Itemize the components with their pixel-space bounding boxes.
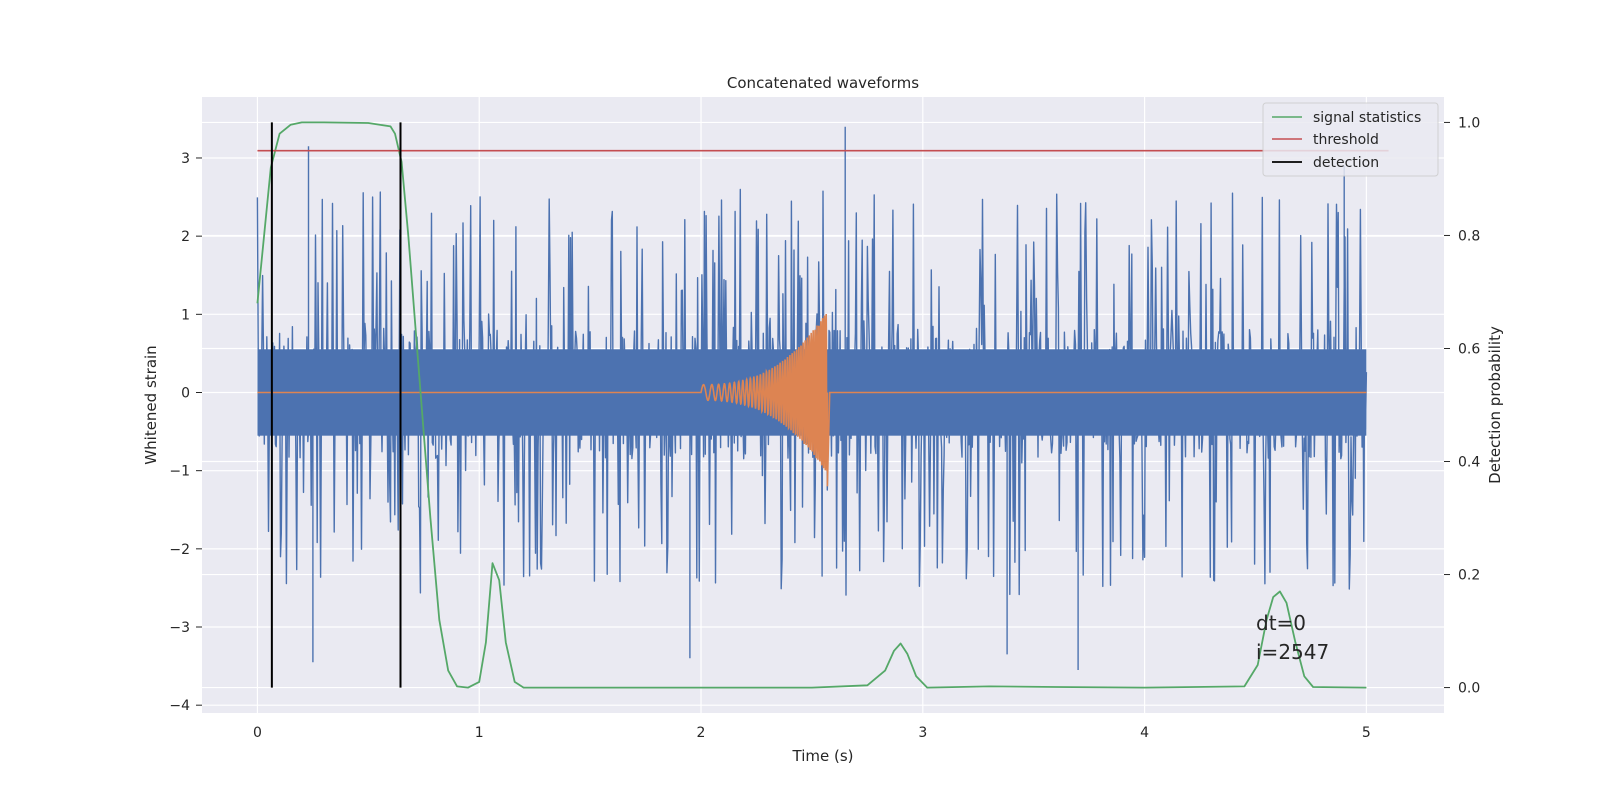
- x-tick-label: 5: [1362, 725, 1371, 741]
- y-tick-label-left: 0: [181, 385, 190, 401]
- annotation-index: i=2547: [1256, 640, 1329, 664]
- y-tick-label-right: 0.4: [1458, 455, 1480, 471]
- y-tick-label-left: −3: [169, 620, 190, 636]
- y-tick-label-left: 3: [181, 151, 190, 167]
- x-tick-label: 3: [918, 725, 927, 741]
- tick-labels: 0 1 2 3 4 5 −4 −3 −2 −1 0 1 2 3 0.0 0.2 0.4 0.6 0.8 1.0: [169, 115, 1480, 741]
- y-tick-label-left: 2: [181, 229, 190, 245]
- chart-title: Concatenated waveforms: [727, 74, 919, 92]
- data-layer: [256, 121, 1389, 689]
- x-tick-label: 0: [253, 725, 262, 741]
- y-tick-label-left: 1: [181, 307, 190, 323]
- legend-label-detection: detection: [1313, 155, 1379, 171]
- x-axis-label: Time (s): [792, 747, 854, 765]
- y-axis-label-left: Whitened strain: [142, 345, 160, 464]
- legend-label-threshold: threshold: [1313, 132, 1379, 148]
- y-tick-label-right: 0.8: [1458, 228, 1480, 244]
- y-tick-label-right: 0.2: [1458, 568, 1480, 584]
- y-tick-label-left: −4: [169, 698, 190, 714]
- chirp-series-line: [257, 313, 1367, 487]
- y-axis-label-right: Detection probability: [1486, 326, 1504, 484]
- annotation-dt: dt=0: [1256, 611, 1306, 635]
- y-tick-label-right: 1.0: [1458, 115, 1480, 131]
- y-tick-label-right: 0.6: [1458, 341, 1480, 357]
- x-tick-label: 1: [475, 725, 484, 741]
- legend-box: [1262, 102, 1439, 177]
- y-tick-label-right: 0.0: [1458, 681, 1480, 697]
- signal-statistics-line: [256, 121, 1367, 689]
- y-tick-label-left: −2: [169, 542, 190, 558]
- y-tick-label-left: −1: [169, 464, 190, 480]
- x-tick-label: 2: [697, 725, 706, 741]
- legend: signal statistics threshold detection: [1262, 102, 1439, 177]
- x-tick-label: 4: [1140, 725, 1149, 741]
- legend-label-signal-statistics: signal statistics: [1313, 110, 1421, 126]
